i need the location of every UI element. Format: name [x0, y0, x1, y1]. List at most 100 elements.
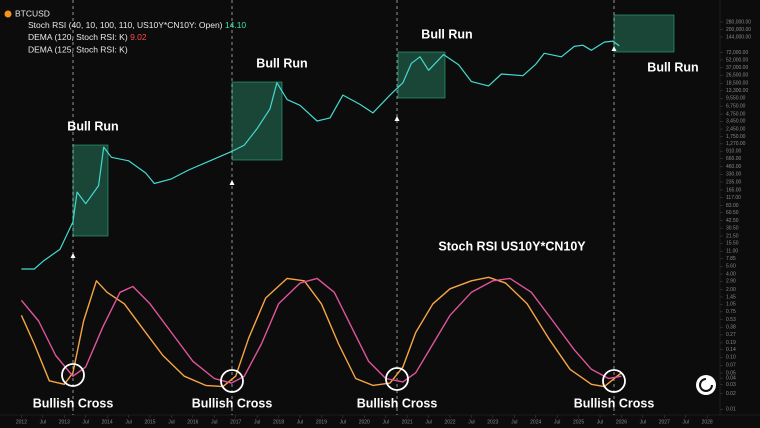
y-tick-label: 0.03 — [726, 382, 736, 388]
y-tick-label: 0.19 — [726, 340, 736, 346]
y-tick-label: 30.50 — [726, 225, 739, 231]
x-tick-label: 2016 — [187, 419, 198, 425]
y-tick-label: 330.00 — [726, 172, 742, 178]
x-tick-label: Jul — [554, 419, 560, 425]
y-tick-label: 280,000.00 — [726, 19, 751, 25]
x-tick-label: 2014 — [102, 419, 113, 425]
legend-name: DEMA (120, Stoch RSI: K) — [28, 32, 128, 42]
annotation: Bull Run — [256, 56, 307, 70]
cross-circle — [385, 367, 409, 391]
legend-name: Stoch RSI (40, 10, 100, 110, US10Y*CN10Y… — [28, 20, 223, 30]
x-tick-label: Jul — [254, 419, 260, 425]
y-tick-label: 72,000.00 — [726, 50, 748, 56]
arrow — [394, 116, 400, 121]
x-tick-label: Jul — [40, 419, 46, 425]
x-tick-label: Jul — [468, 419, 474, 425]
series-line — [20, 277, 622, 384]
logo — [696, 375, 716, 395]
y-tick-label: 60.50 — [726, 210, 739, 216]
symbol-icon — [4, 10, 12, 18]
y-tick-label: 6,750.00 — [726, 103, 746, 109]
y-tick-label: 83.00 — [726, 203, 739, 209]
annotation: Bullish Cross — [192, 396, 273, 410]
x-tick-label: Jul — [597, 419, 603, 425]
x-tick-label: 2022 — [444, 419, 455, 425]
x-tick-label: 2012 — [16, 419, 27, 425]
y-tick-label: 9,550.00 — [726, 96, 746, 102]
annotation: Bullish Cross — [33, 396, 114, 410]
cross-circles — [61, 363, 626, 393]
y-tick-label: 7.85 — [726, 256, 736, 262]
x-tick-label: 2013 — [59, 419, 70, 425]
y-tick-label: 4,750.00 — [726, 111, 746, 117]
x-tick-label: 2015 — [144, 419, 155, 425]
annotation: Bull Run — [67, 119, 118, 133]
y-tick-label: 0.05 — [726, 370, 736, 376]
x-tick-label: Jul — [425, 419, 431, 425]
panel-title: Stoch RSI US10Y*CN10Y — [438, 239, 586, 253]
x-tick-label: Jul — [297, 419, 303, 425]
y-tick-label: 3,450.00 — [726, 119, 746, 125]
y-tick-label: 1.05 — [726, 302, 736, 308]
y-tick-label: 21.50 — [726, 233, 739, 239]
y-tick-label: 0.38 — [726, 325, 736, 331]
y-tick-label: 11.00 — [726, 248, 738, 254]
y-tick-label: 0.53 — [726, 317, 736, 323]
x-tick-label: 2025 — [573, 419, 584, 425]
y-tick-label: 0.75 — [726, 309, 736, 315]
x-tick-label: 2021 — [402, 419, 413, 425]
y-tick-label: 4.00 — [726, 271, 736, 277]
x-tick-label: 2023 — [487, 419, 498, 425]
x-tick-label: Jul — [511, 419, 517, 425]
x-tick-label: Jul — [340, 419, 346, 425]
x-tick-label: Jul — [211, 419, 217, 425]
y-tick-label: 42.50 — [726, 218, 739, 224]
y-tick-label: 1,270.00 — [726, 141, 746, 147]
y-tick-label: 13,300.00 — [726, 88, 748, 94]
x-tick-label: 2026 — [616, 419, 627, 425]
plot: 280,000.00200,000.00144,000.0072,000.005… — [16, 19, 751, 425]
series-line — [20, 276, 622, 388]
y-tick-label: 26,500.00 — [726, 73, 748, 79]
arrow — [229, 180, 235, 185]
y-tick-label: 910.00 — [726, 149, 742, 155]
x-tick-label: 2024 — [530, 419, 541, 425]
x-tick-label: Jul — [683, 419, 689, 425]
arrow — [611, 46, 617, 51]
arrow — [70, 253, 76, 258]
y-tick-label: 0.27 — [726, 332, 736, 338]
x-tick-label: Jul — [125, 419, 131, 425]
y-tick-label: 460.00 — [726, 164, 742, 170]
y-tick-label: 5.60 — [726, 264, 736, 270]
y-tick-label: 165.00 — [726, 187, 742, 193]
x-tick-label: 2020 — [359, 419, 370, 425]
annotation: Bullish Cross — [574, 396, 655, 410]
x-tick-label: 2019 — [316, 419, 327, 425]
cross-circle — [61, 363, 85, 387]
legend-value: 9.02 — [130, 32, 147, 42]
logo-circle — [696, 375, 716, 395]
x-tick-label: 2017 — [230, 419, 241, 425]
y-tick-label: 1,750.00 — [726, 134, 746, 140]
zone — [613, 14, 675, 53]
y-tick-label: 37,000.00 — [726, 65, 748, 71]
y-tick-label: 52,000.00 — [726, 57, 748, 63]
y-tick-label: 0.07 — [726, 363, 736, 369]
x-tick-label: 2028 — [702, 419, 713, 425]
legend-entry: DEMA (125, Stoch RSI: K) — [28, 44, 128, 54]
y-tick-label: 0.01 — [726, 407, 736, 413]
x-tick-label: Jul — [168, 419, 174, 425]
cross-circle — [220, 369, 244, 393]
symbol: BTCUSD — [15, 8, 50, 18]
y-tick-label: 117.00 — [726, 195, 741, 201]
y-tick-label: 1.45 — [726, 294, 736, 300]
x-tick-label: 2018 — [273, 419, 284, 425]
x-tick-label: Jul — [640, 419, 646, 425]
y-tick-label: 235.00 — [726, 179, 742, 185]
legend-entry: Stoch RSI (40, 10, 100, 110, US10Y*CN10Y… — [28, 20, 246, 30]
y-tick-label: 15.50 — [726, 241, 739, 247]
logo-mark — [699, 378, 713, 392]
